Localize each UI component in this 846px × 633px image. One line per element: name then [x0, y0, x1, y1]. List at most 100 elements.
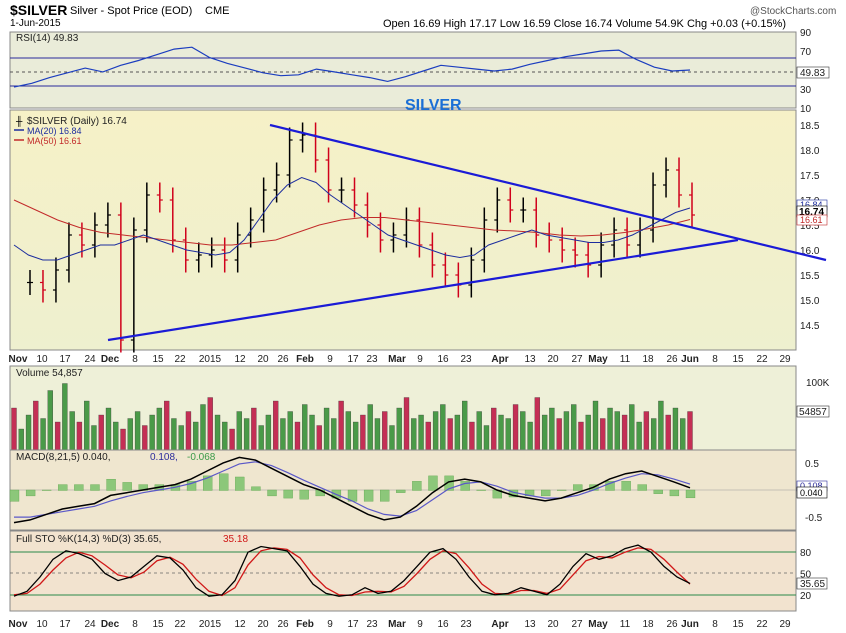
volume-tick-100k: 100K	[806, 378, 830, 389]
volume-bar	[498, 414, 504, 451]
macd-hist-bar	[444, 475, 454, 491]
volume-bar	[600, 418, 606, 451]
volume-bar	[549, 407, 555, 451]
macd-hist-bar	[573, 484, 583, 491]
date-tick-label: 8	[132, 354, 138, 365]
date-tick-label: 27	[571, 354, 583, 365]
volume-bar	[331, 418, 337, 451]
date-bottom-tick-label: 22	[174, 619, 186, 630]
volume-bar	[193, 421, 199, 451]
lower-trendline	[107, 238, 739, 342]
price-tick-label: 18.5	[800, 121, 820, 132]
volume-bar	[236, 411, 242, 451]
macd-hist-bar	[412, 481, 422, 491]
macd-hist-bar	[460, 481, 470, 491]
volume-bar	[76, 421, 83, 451]
ma20-legend: MA(20) 16.84	[27, 126, 82, 136]
volume-bar	[185, 411, 192, 451]
volume-bar	[367, 404, 373, 451]
volume-bar	[294, 421, 301, 451]
ma50-line	[13, 199, 691, 246]
price-panel-bg	[9, 109, 797, 351]
volume-bar	[520, 411, 526, 451]
volume-bar	[382, 411, 388, 451]
macd-hist-bar	[396, 489, 406, 493]
volume-bar	[672, 407, 679, 451]
symbol-title: $SILVER	[10, 2, 67, 18]
volume-bar	[541, 414, 548, 451]
date-tick-label: 15	[732, 354, 744, 365]
volume-bar	[527, 421, 533, 451]
macd-hist-bar	[380, 489, 390, 502]
volume-bar	[84, 400, 90, 451]
date-tick-label: Apr	[491, 354, 508, 365]
date-bottom-tick-label: 22	[756, 619, 768, 630]
volume-bar	[665, 414, 671, 451]
macd-hist-bar	[476, 489, 486, 491]
date-tick-label: May	[588, 354, 608, 365]
date-tick-label: 20	[257, 354, 269, 365]
date-tick-label: 16	[437, 354, 449, 365]
volume-bar	[447, 418, 453, 451]
date-bottom-tick-label: 2015	[199, 619, 222, 630]
macd-line	[13, 456, 691, 524]
volume-bar	[534, 397, 541, 451]
macd-hist-bar	[621, 481, 631, 491]
date-tick-label: 2015	[199, 354, 222, 365]
date-tick-label: 24	[84, 354, 96, 365]
sto-panel-bg	[9, 530, 797, 612]
volume-bar	[454, 414, 461, 451]
volume-bar	[62, 383, 68, 451]
volume-bar	[425, 421, 431, 451]
macd-hist-bar	[122, 482, 132, 491]
date-tick-label: 23	[366, 354, 378, 365]
macd-hist-bar	[58, 484, 68, 491]
volume-bar	[396, 407, 402, 451]
volume-bar	[134, 411, 141, 451]
macd-signal-line	[14, 461, 691, 518]
macd-hist-bar	[299, 489, 309, 500]
volume-bar	[105, 407, 112, 451]
volume-bar	[403, 397, 410, 451]
volume-bar	[585, 414, 591, 451]
date-bottom-tick-label: 26	[277, 619, 289, 630]
volume-bar	[113, 421, 119, 451]
date-bottom-tick-label: 20	[257, 619, 269, 630]
volume-bar	[505, 418, 511, 451]
sto-tick-label: 80	[800, 548, 812, 559]
volume-bar	[25, 414, 32, 451]
macd-hist-bar	[74, 484, 84, 491]
macd-hist-bar	[42, 489, 52, 491]
date-bottom-tick-label: 15	[152, 619, 164, 630]
volume-bar	[360, 414, 366, 451]
macd-signal-legend: 0.108,	[150, 452, 178, 463]
date-bottom-tick-label: 9	[417, 619, 423, 630]
macd-panel: MACD(8,21,5) 0.040, 0.108, -0.068 0.5 0.0…	[9, 449, 828, 531]
volume-bar	[149, 414, 155, 451]
sto-k-line	[13, 544, 691, 597]
price-panel: SILVER 18.518.017.517.016.516.015.515.01…	[9, 97, 828, 365]
date-tick-label: 9	[417, 354, 423, 365]
date-tick-label: 8	[712, 354, 718, 365]
volume-bar	[33, 400, 39, 451]
volume-bar	[512, 404, 519, 451]
date-tick-label: Nov	[9, 354, 28, 365]
price-legend-icon: ╫	[15, 115, 23, 127]
volume-bar	[571, 404, 577, 451]
date-bottom-tick-label: 23	[460, 619, 472, 630]
volume-bar	[178, 425, 184, 451]
date-bottom-tick-label: 23	[366, 619, 378, 630]
volume-bar	[418, 414, 424, 451]
macd-hist-bar	[669, 489, 680, 497]
macd-hist-bar	[106, 478, 116, 491]
volume-bar	[251, 407, 257, 451]
rsi-last-value: 49.83	[800, 68, 825, 79]
sto-d-line	[13, 547, 691, 597]
volume-bar	[629, 404, 635, 451]
volume-bar	[265, 414, 272, 451]
ma20-line	[13, 176, 691, 261]
date-bottom-tick-label: Dec	[101, 619, 120, 630]
volume-bar	[200, 404, 206, 451]
sto-d-legend: 35.18	[223, 534, 248, 545]
